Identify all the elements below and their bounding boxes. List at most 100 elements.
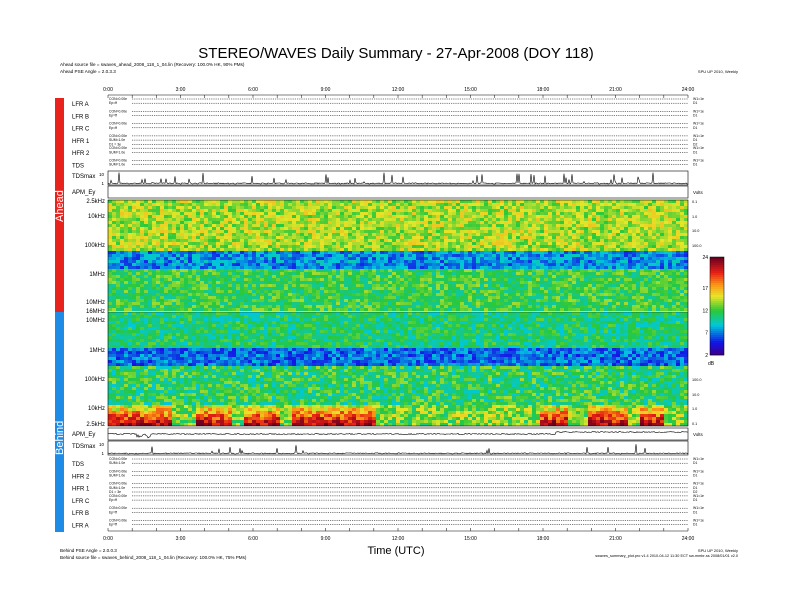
- spectrogram-cell: [452, 251, 456, 254]
- spectrogram-cell: [680, 287, 684, 290]
- spectrogram-cell: [652, 257, 656, 260]
- state-row-label: HFR 1: [72, 487, 90, 493]
- spectrogram-cell: [644, 200, 648, 203]
- spectrogram-cell: [312, 293, 316, 296]
- spectrogram-cell: [452, 215, 456, 218]
- spectrogram-cell: [148, 293, 152, 296]
- spectrogram-cell: [672, 254, 676, 257]
- spectrogram-cell: [344, 230, 348, 233]
- spectrogram-cell: [120, 284, 124, 287]
- spectrogram-cell: [432, 203, 436, 206]
- spectrogram-cell: [580, 242, 584, 245]
- spectrogram-cell: [508, 212, 512, 215]
- spectrogram-cell: [196, 284, 200, 287]
- spectrogram-cell: [584, 212, 588, 215]
- spectrogram-cell: [392, 257, 396, 260]
- spectrogram-cell: [240, 278, 244, 281]
- spectrogram-cell: [204, 233, 208, 236]
- spectrogram-cell: [428, 203, 432, 206]
- spectrogram-cell: [284, 218, 288, 221]
- spectrogram-cell: [600, 260, 604, 263]
- spectrogram-cell: [140, 203, 144, 206]
- spectrogram-cell: [460, 221, 464, 224]
- spectrogram-cell: [196, 281, 200, 284]
- spectrogram-cell: [280, 254, 284, 257]
- spectrogram-cell: [584, 272, 588, 275]
- spectrogram-cell: [424, 296, 428, 299]
- spectrogram-cell: [476, 266, 480, 269]
- spectrogram-cell: [224, 254, 228, 257]
- spectrogram-cell: [224, 266, 228, 269]
- spectrogram-cell: [340, 254, 344, 257]
- spectrogram-cell: [684, 233, 688, 236]
- spectrogram-cell: [140, 239, 144, 242]
- spectrogram-cell: [500, 245, 504, 248]
- spectrogram-cell: [496, 227, 500, 230]
- spectrogram-cell: [136, 215, 140, 218]
- spectrogram-cell: [112, 254, 116, 257]
- spectrogram-cell: [372, 230, 376, 233]
- spectrogram-cell: [428, 266, 432, 269]
- spectrogram-cell: [596, 290, 600, 293]
- spectrogram-cell: [648, 224, 652, 227]
- spectrogram-cell: [552, 287, 556, 290]
- spectrogram-cell: [492, 275, 496, 278]
- spectrogram-cell: [412, 200, 416, 203]
- spectrogram-cell: [644, 233, 648, 236]
- spectrogram-cell: [292, 209, 296, 212]
- spectrogram-cell: [472, 215, 476, 218]
- spectrogram-cell: [456, 278, 460, 281]
- spectrogram-cell: [592, 206, 596, 209]
- spectrogram-cell: [616, 269, 620, 272]
- spectrogram-cell: [228, 281, 232, 284]
- spectrogram-cell: [136, 257, 140, 260]
- spectrogram-cell: [272, 221, 276, 224]
- spectrogram-cell: [248, 248, 252, 251]
- spectrogram-cell: [544, 233, 548, 236]
- spectrogram-cell: [356, 209, 360, 212]
- spectrogram-cell: [156, 284, 160, 287]
- spectrogram-cell: [376, 263, 380, 266]
- spectrogram-cell: [280, 275, 284, 278]
- spectrogram-cell: [176, 245, 180, 248]
- spectrogram-cell: [224, 230, 228, 233]
- spectrogram-cell: [580, 212, 584, 215]
- spectrogram-cell: [108, 206, 112, 209]
- spectrogram-cell: [268, 263, 272, 266]
- spectrogram-cell: [320, 251, 324, 254]
- spectrogram-cell: [304, 245, 308, 248]
- spectrogram-cell: [296, 203, 300, 206]
- spectrogram-cell: [592, 239, 596, 242]
- spectrogram-cell: [600, 269, 604, 272]
- spectrogram-cell: [268, 296, 272, 299]
- spectrogram-cell: [436, 266, 440, 269]
- spectrogram-cell: [224, 290, 228, 293]
- spectrogram-cell: [248, 239, 252, 242]
- spectrogram-cell: [192, 212, 196, 215]
- spectrogram-cell: [392, 275, 396, 278]
- spectrogram-cell: [652, 260, 656, 263]
- spectrogram-cell: [372, 245, 376, 248]
- spectrogram-cell: [148, 227, 152, 230]
- spectrogram-cell: [576, 200, 580, 203]
- spectrogram-cell: [456, 206, 460, 209]
- spectrogram-cell: [536, 281, 540, 284]
- spectrogram-cell: [564, 233, 568, 236]
- ahead-spectrogram: [108, 200, 688, 311]
- spectrogram-cell: [108, 290, 112, 293]
- spectrogram-cell: [352, 272, 356, 275]
- spectrogram-cell: [384, 206, 388, 209]
- spectrogram-cell: [116, 287, 120, 290]
- spectrogram-cell: [256, 242, 260, 245]
- spectrogram-cell: [444, 230, 448, 233]
- spectrogram-cell: [452, 236, 456, 239]
- spectrogram-cell: [636, 293, 640, 296]
- spectrogram-cell: [488, 263, 492, 266]
- spectrogram-cell: [148, 281, 152, 284]
- spectrogram-cell: [128, 263, 132, 266]
- spectrogram-cell: [400, 290, 404, 293]
- spectrogram-cell: [248, 218, 252, 221]
- spectrogram-cell: [300, 254, 304, 257]
- spectrogram-cell: [392, 215, 396, 218]
- spectrogram-cell: [380, 224, 384, 227]
